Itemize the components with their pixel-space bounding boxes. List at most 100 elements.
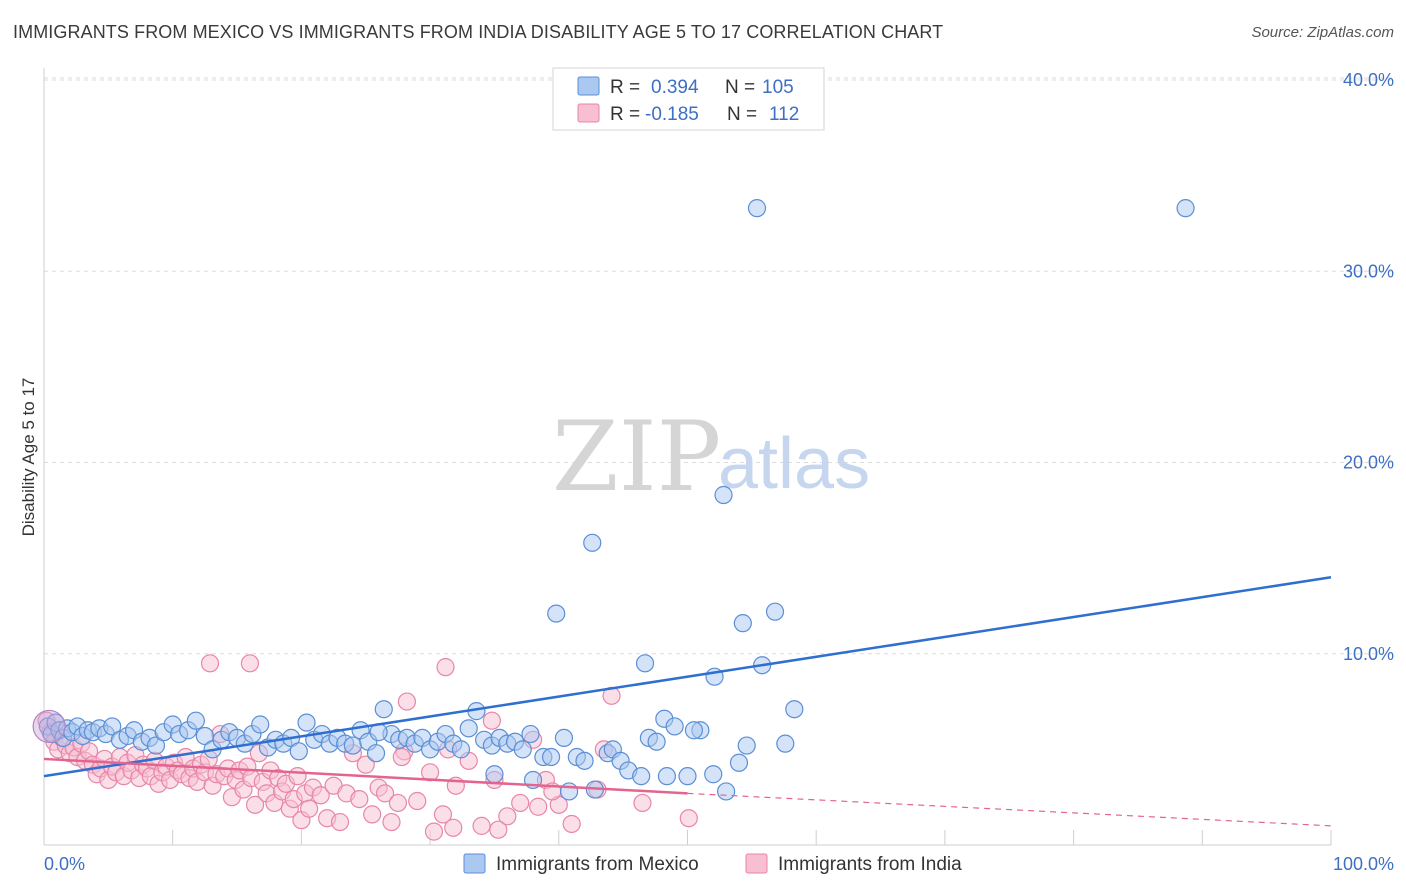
- india-point-78: [363, 805, 382, 824]
- mexico-point-59: [459, 719, 478, 738]
- india-point-84: [408, 791, 427, 811]
- india-point-106: [200, 654, 220, 673]
- india-point-92: [511, 793, 530, 813]
- legend-n-label-india: N =: [727, 104, 757, 125]
- x-tick-label-min: 0.0%: [44, 854, 85, 874]
- mexico-point-44: [343, 736, 362, 755]
- india-point-91: [498, 807, 517, 826]
- mexico-point-92: [729, 753, 749, 772]
- legend-swatch-india: [577, 103, 600, 123]
- x-tick-label-max: 100.0%: [1333, 854, 1394, 874]
- india-point-96: [562, 814, 581, 834]
- correlation-legend: R = 0.394 N = 105 R = -0.185 N = 112: [552, 67, 825, 131]
- mexico-point-95: [776, 734, 795, 753]
- bottom-legend-label-mexico: Immigrants from Mexico: [496, 854, 699, 875]
- watermark: ZIP atlas: [552, 401, 870, 513]
- india-point-54: [245, 795, 265, 814]
- y-tick-labels: 10.0% 20.0% 30.0% 40.0%: [1343, 70, 1394, 664]
- india-point-101: [424, 822, 444, 841]
- mexico-point-88: [678, 767, 697, 786]
- series-legend: Immigrants from Mexico Immigrants from I…: [463, 853, 962, 875]
- mexico-point-76: [575, 751, 594, 770]
- mexico-point-37: [289, 742, 308, 761]
- india-point-97: [397, 692, 417, 711]
- india-point-89: [472, 816, 491, 835]
- india-trend-extension: [687, 792, 1332, 827]
- watermark-zip: ZIP: [552, 401, 721, 513]
- mexico-point-100: [733, 614, 752, 633]
- mexico-point-103: [1176, 199, 1195, 218]
- mexico-point-66: [513, 740, 532, 759]
- india-point-65: [288, 767, 307, 786]
- india-point-110: [529, 797, 548, 816]
- mexico-point-99: [547, 604, 566, 623]
- legend-r-label-india: R =: [610, 104, 640, 125]
- mexico-point-67: [521, 724, 540, 744]
- legend-r-value-mexico: 0.394: [651, 77, 699, 98]
- mexico-point-101: [765, 602, 785, 621]
- india-point-68: [300, 799, 319, 818]
- mexico-point-24: [186, 711, 205, 730]
- india-point-113: [392, 747, 411, 767]
- source-label: Source: ZipAtlas.com: [1251, 24, 1394, 41]
- india-point-70: [311, 786, 330, 805]
- india-point-77: [356, 755, 375, 774]
- india-point-104: [633, 793, 652, 813]
- y-tick-label-20: 20.0%: [1343, 453, 1394, 473]
- india-point-100: [444, 818, 463, 837]
- y-tick-label-10: 10.0%: [1343, 644, 1394, 664]
- watermark-atlas: atlas: [718, 424, 870, 504]
- mexico-point-13: [103, 717, 122, 736]
- x-tick-marks: [43, 830, 1332, 845]
- mexico-point-84: [647, 732, 666, 751]
- mexico-point-19: [146, 736, 166, 755]
- india-point-105: [679, 809, 698, 828]
- mexico-point-58: [451, 740, 471, 759]
- mexico-trend-line: [43, 576, 1332, 778]
- cluster-point: [32, 709, 66, 744]
- india-trend-line: [43, 757, 688, 795]
- trend-lines: [43, 576, 1332, 827]
- mexico-point-86: [665, 717, 684, 736]
- chart-title: IMMIGRANTS FROM MEXICO VS IMMIGRANTS FRO…: [13, 22, 944, 42]
- bottom-legend-swatch-mexico: [463, 853, 486, 874]
- mexico-point-72: [541, 747, 561, 767]
- mexico-point-69: [485, 765, 504, 784]
- legend-r-label-mexico: R =: [610, 77, 640, 98]
- legend-n-value-india: 112: [769, 104, 799, 125]
- mexico-point-32: [251, 715, 270, 734]
- legend-n-label-mexico: N =: [725, 77, 755, 98]
- mexico-point-87: [657, 767, 677, 786]
- mexico-point-98: [635, 654, 655, 673]
- india-point-76: [350, 789, 369, 809]
- bottom-legend-swatch-india: [745, 853, 768, 874]
- y-tick-label-30: 30.0%: [1343, 261, 1394, 281]
- legend-n-value-mexico: 105: [762, 77, 794, 98]
- india-point-80: [375, 784, 395, 803]
- mexico-point-38: [297, 713, 316, 732]
- mexico-point-91: [717, 782, 736, 801]
- mexico-points: [32, 199, 1195, 801]
- mexico-point-47: [366, 744, 386, 763]
- grid-lines: [44, 77, 1394, 655]
- india-point-98: [436, 658, 455, 677]
- mexico-point-104: [714, 485, 733, 505]
- legend-swatch-mexico: [577, 76, 600, 96]
- india-point-99: [489, 820, 508, 839]
- mexico-point-48: [374, 700, 393, 719]
- mexico-point-82: [632, 767, 651, 786]
- y-axis-label: Disability Age 5 to 17: [19, 378, 38, 537]
- mexico-point-93: [684, 721, 704, 740]
- india-point-109: [482, 711, 501, 730]
- india-point-73: [330, 812, 350, 832]
- mexico-point-102: [747, 199, 767, 218]
- bottom-legend-label-india: Immigrants from India: [778, 854, 962, 875]
- india-point-86: [433, 805, 453, 824]
- india-point-82: [388, 793, 408, 813]
- y-tick-label-40: 40.0%: [1343, 70, 1394, 90]
- legend-r-value-india: -0.185: [645, 104, 699, 125]
- mexico-point-94: [737, 736, 756, 755]
- mexico-point-73: [554, 728, 574, 748]
- india-point-107: [240, 654, 260, 673]
